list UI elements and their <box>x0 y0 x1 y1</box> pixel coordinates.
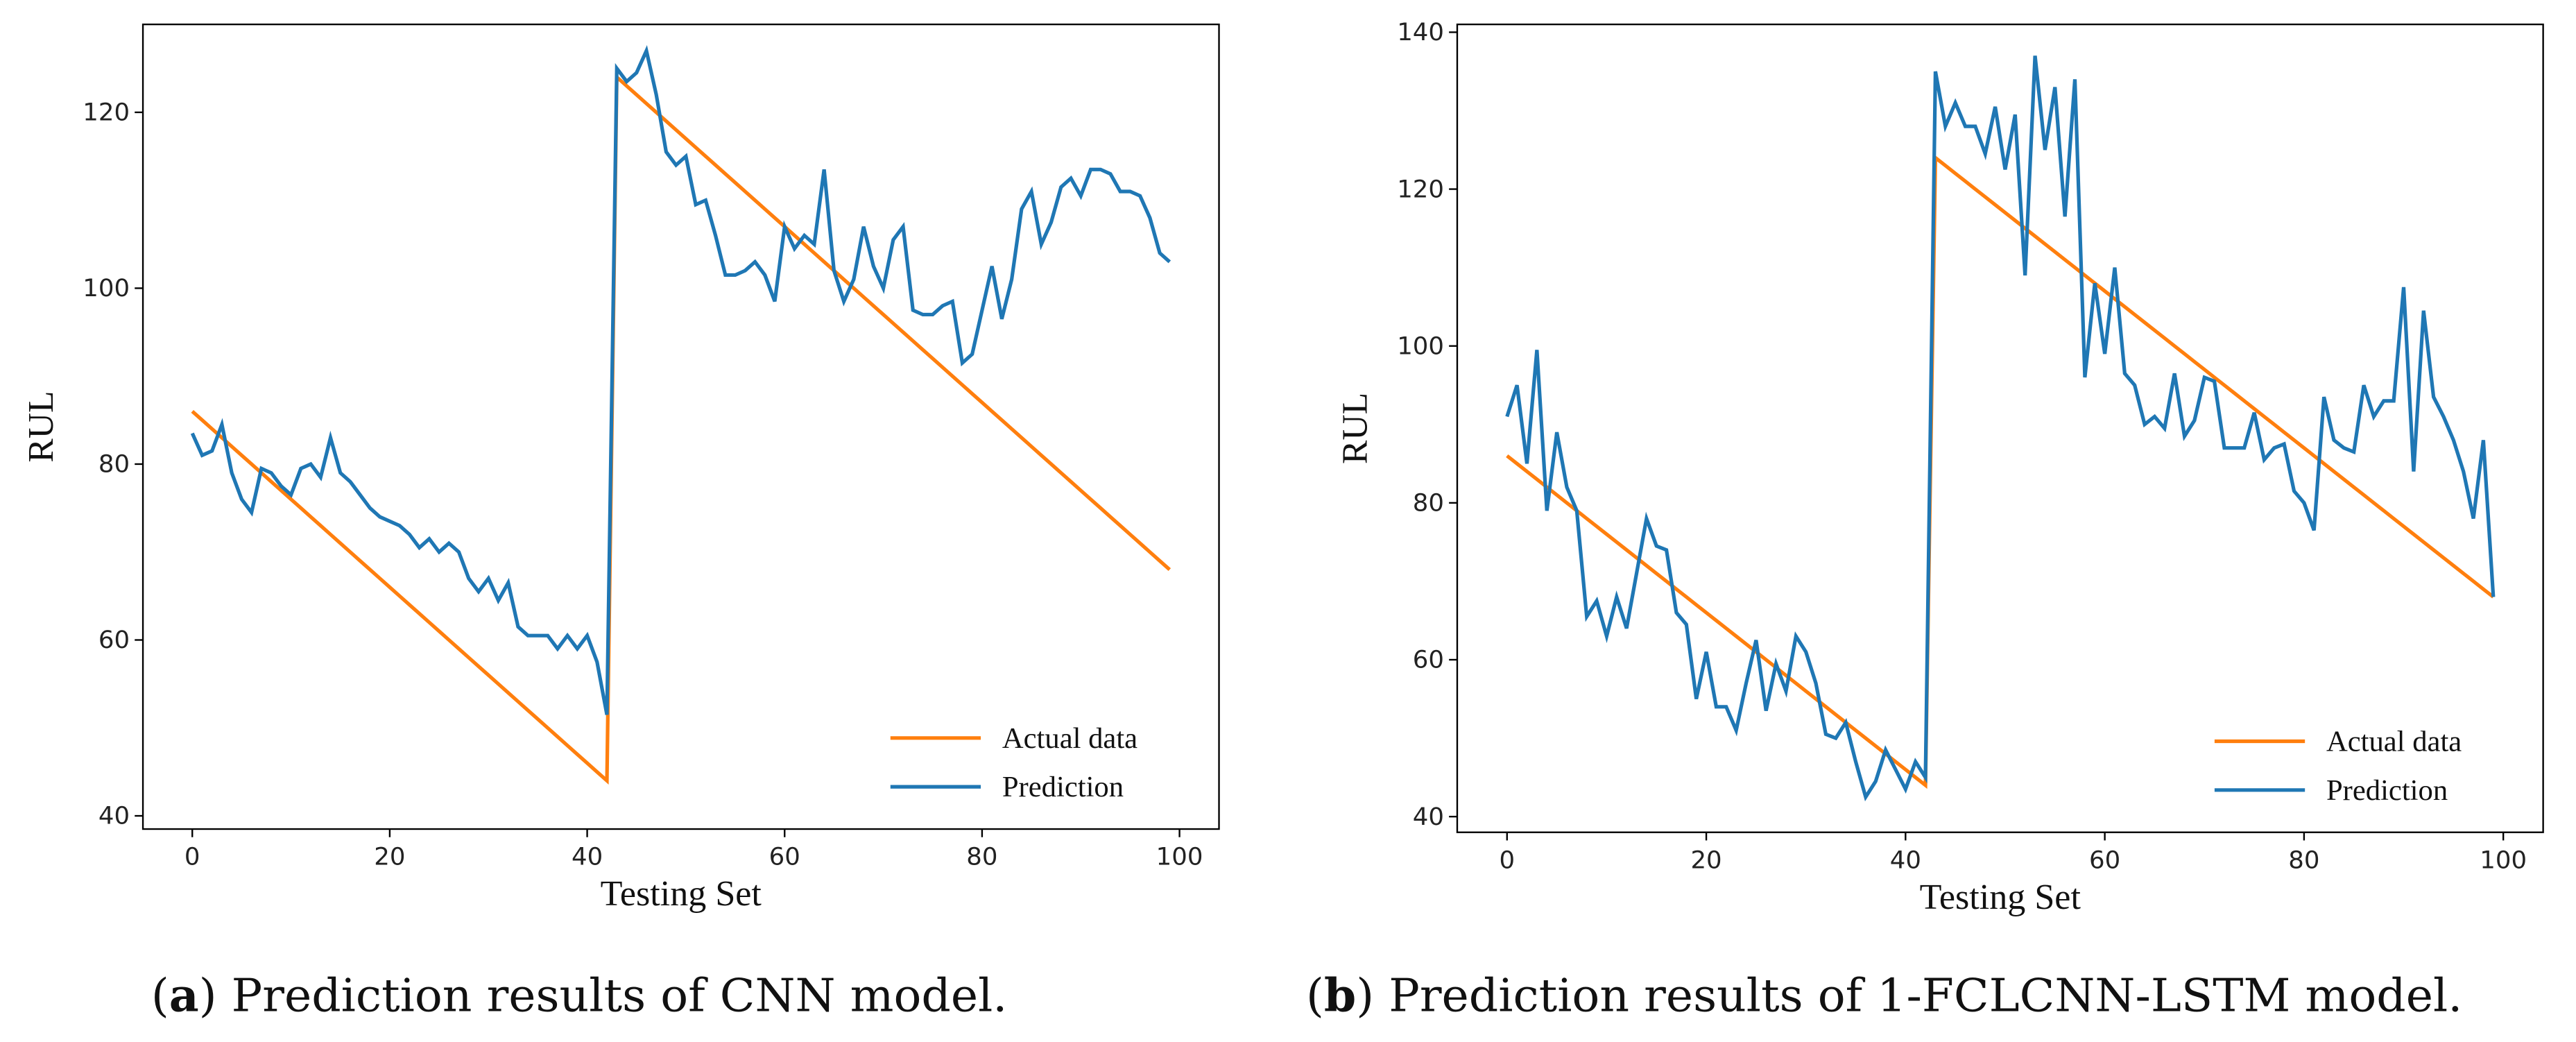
y-tick-label: 120 <box>83 99 130 127</box>
y-tick-label: 100 <box>1397 332 1444 361</box>
caption-part: ) Prediction results of CNN model. <box>199 969 1008 1023</box>
x-tick-label: 60 <box>769 843 800 871</box>
y-tick-label: 100 <box>83 274 130 302</box>
x-tick-label: 20 <box>1690 846 1721 874</box>
x-tick-label: 60 <box>2089 846 2120 874</box>
caption-part: ( <box>151 969 169 1023</box>
plot-frame <box>141 23 1220 830</box>
y-axis-label: RUL <box>22 391 61 463</box>
caption: (a) Prediction results of CNN model. <box>151 968 1007 1023</box>
x-axis-label: Testing Set <box>601 874 762 914</box>
line-series <box>190 44 1171 715</box>
legend-label: Prediction <box>1002 771 1124 803</box>
line-series <box>191 73 1171 785</box>
plot-frame <box>1456 23 2544 833</box>
y-tick-label: 120 <box>1397 175 1444 203</box>
caption-part: ) Prediction results of 1-FCLCNN-LSTM mo… <box>1356 969 2462 1023</box>
x-tick-label: 100 <box>1156 843 1203 871</box>
legend-label: Prediction <box>2326 774 2448 807</box>
legend-label: Actual data <box>1002 722 1137 755</box>
line-series <box>1506 154 2495 789</box>
x-tick-label: 40 <box>572 843 603 871</box>
y-tick-label: 40 <box>1413 803 1444 831</box>
x-axis-label: Testing Set <box>1920 878 2081 917</box>
y-tick-label: 80 <box>98 450 130 479</box>
caption: (b) Prediction results of 1-FCLCNN-LSTM … <box>1306 968 2462 1023</box>
caption-part: a <box>169 968 199 1023</box>
x-tick-label: 80 <box>2288 846 2319 874</box>
x-tick-label: 0 <box>184 843 200 871</box>
x-tick-label: 0 <box>1499 846 1515 874</box>
line-series <box>1505 55 2496 802</box>
x-tick-label: 40 <box>1890 846 1921 874</box>
y-tick-label: 80 <box>1413 489 1444 518</box>
y-tick-label: 40 <box>98 802 130 830</box>
y-tick-label: 60 <box>1413 646 1444 674</box>
y-axis-label: RUL <box>1335 393 1375 464</box>
x-tick-label: 80 <box>966 843 997 871</box>
x-tick-label: 20 <box>374 843 405 871</box>
caption-part: ( <box>1306 969 1324 1023</box>
x-tick-label: 100 <box>2480 846 2527 874</box>
legend-label: Actual data <box>2326 726 2462 758</box>
y-tick-label: 140 <box>1397 18 1444 46</box>
caption-part: b <box>1324 968 1356 1023</box>
y-tick-label: 60 <box>98 626 130 654</box>
